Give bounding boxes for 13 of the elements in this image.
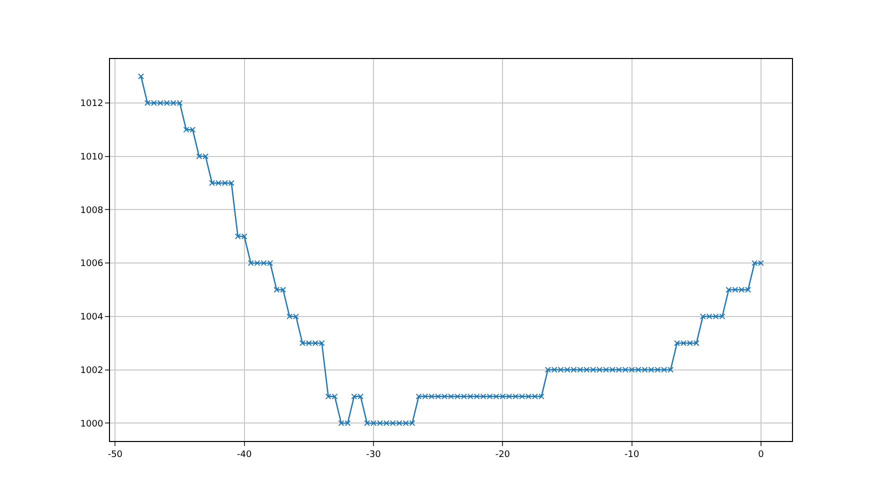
y-tick-label: 1008 bbox=[80, 206, 104, 216]
x-tick-label: -40 bbox=[236, 450, 252, 460]
y-tick-label: 1010 bbox=[80, 152, 104, 163]
x-tick-label: -20 bbox=[495, 450, 510, 460]
y-tick-label: 1002 bbox=[80, 366, 104, 376]
y-tick-label: 1000 bbox=[80, 419, 104, 430]
y-tick-label: 1006 bbox=[80, 259, 104, 270]
x-tick-label: -50 bbox=[108, 450, 123, 460]
x-tick-label: 0 bbox=[758, 450, 764, 460]
x-tick-label: -30 bbox=[366, 450, 382, 460]
x-tick-label: -10 bbox=[624, 450, 640, 460]
y-tick-label: 1012 bbox=[80, 99, 104, 110]
y-tick-label: 1004 bbox=[80, 312, 104, 323]
